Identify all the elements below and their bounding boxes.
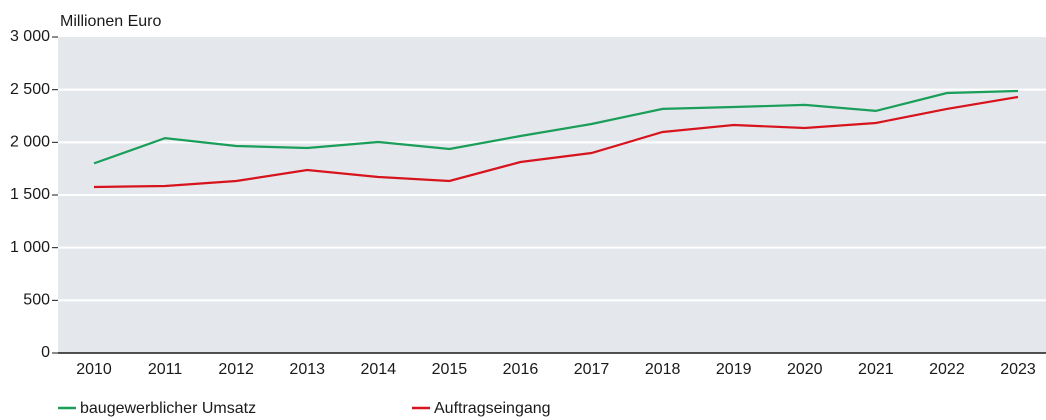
y-tick-label: 500 — [23, 292, 50, 309]
y-tick-label: 1 500 — [10, 186, 50, 203]
x-tick-label: 2012 — [218, 361, 254, 378]
x-tick-label: 2015 — [432, 361, 468, 378]
y-tick-label: 2 500 — [10, 81, 50, 98]
series-line — [93, 95, 1019, 189]
series-line — [93, 89, 1019, 165]
x-tick-label: 2016 — [503, 361, 539, 378]
x-tick-label: 2010 — [76, 361, 112, 378]
y-tick-label: 0 — [41, 344, 50, 361]
x-tick-label: 2011 — [148, 361, 183, 378]
x-tick-label: 2018 — [645, 361, 681, 378]
x-tick-label: 2019 — [716, 361, 752, 378]
x-tick-label: 2017 — [574, 361, 610, 378]
x-tick-label: 2020 — [787, 361, 823, 378]
x-tick-label: 2021 — [858, 361, 894, 378]
x-tick-label: 2013 — [289, 361, 325, 378]
y-tick-label: 1 000 — [10, 239, 50, 256]
x-tick-label: 2022 — [929, 361, 965, 378]
x-tick-label: 2014 — [361, 361, 397, 378]
y-tick-label: 2 000 — [10, 134, 50, 151]
x-tick-label: 2023 — [1000, 361, 1036, 378]
y-axis-label: Millionen Euro — [60, 13, 161, 30]
y-tick-label: 3 000 — [10, 28, 50, 45]
legend-label: baugewerblicher Umsatz — [80, 400, 256, 417]
legend-label: Auftragseingang — [434, 400, 551, 417]
